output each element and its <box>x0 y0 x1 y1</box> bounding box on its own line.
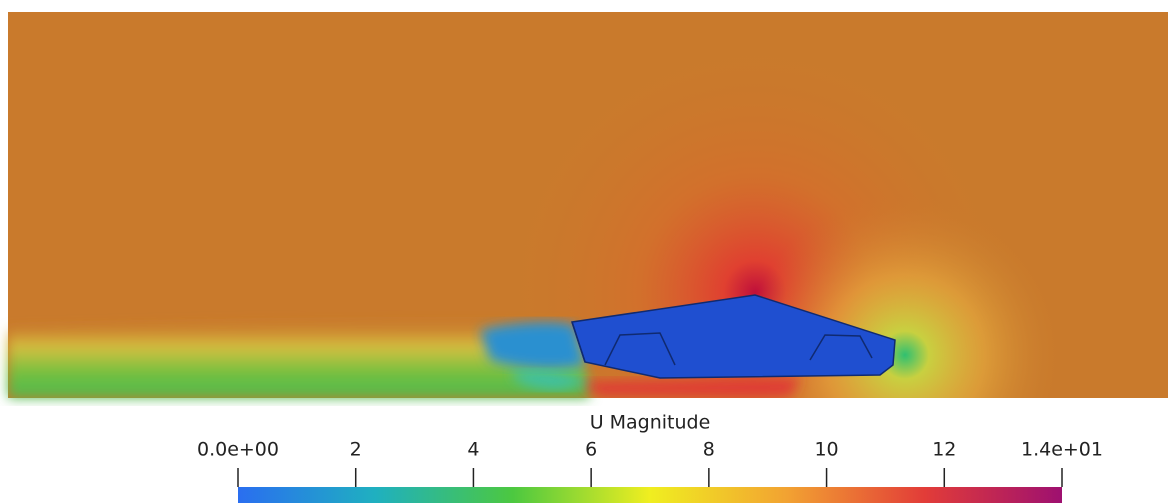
flow-field <box>8 12 1168 398</box>
tick-label: 4 <box>467 439 479 461</box>
tick-label: 0.0e+00 <box>197 439 279 461</box>
tick-label: 12 <box>932 439 956 461</box>
tick-label: 1.4e+01 <box>1021 439 1103 461</box>
colorbar-title: U Magnitude <box>590 412 711 434</box>
tick-label: 2 <box>350 439 362 461</box>
tick-label: 8 <box>703 439 715 461</box>
tick-label: 6 <box>585 439 597 461</box>
colorbar <box>238 487 1062 503</box>
tick-label: 10 <box>814 439 838 461</box>
